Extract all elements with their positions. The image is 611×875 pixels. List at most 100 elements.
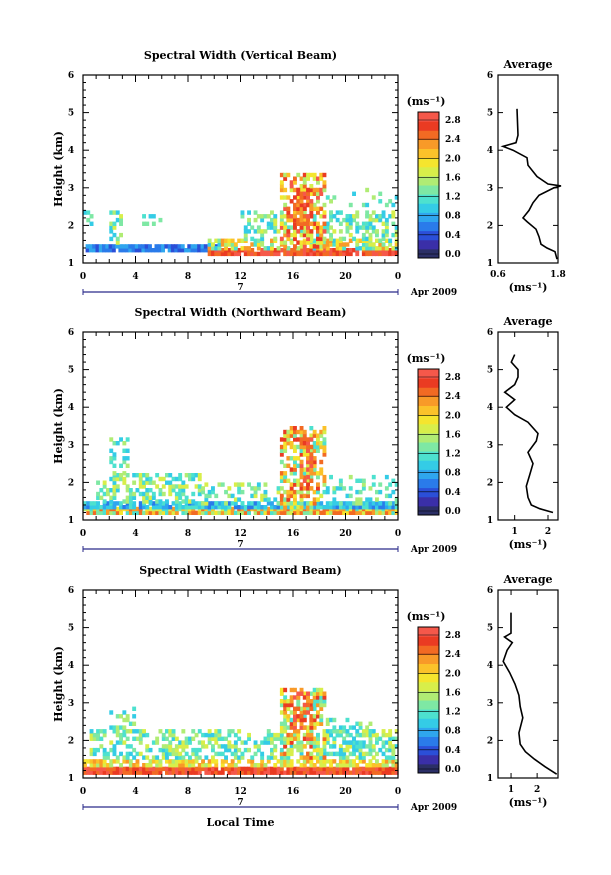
heatmap-cell [132, 770, 137, 775]
heatmap-cell [224, 736, 228, 741]
heatmap-cell [289, 759, 294, 764]
heatmap-cell [168, 751, 173, 757]
heatmap-cell [293, 714, 297, 719]
heatmap-cell [230, 744, 235, 749]
heatmap-cell [296, 206, 301, 211]
x-tick-label: 12 [234, 529, 247, 539]
heatmap-cell [329, 242, 333, 247]
heatmap-cell [302, 191, 307, 196]
heatmap-cell [306, 736, 310, 741]
heatmap-cell [83, 766, 87, 772]
heatmap-cell [95, 248, 100, 253]
heatmap-cell [283, 206, 288, 211]
heatmap-cell [224, 489, 228, 495]
heatmap-cell [115, 766, 120, 772]
heatmap-cell [312, 736, 317, 741]
heatmap-cell [111, 244, 116, 249]
heatmap-cell [220, 766, 225, 772]
heatmap-cell [115, 501, 120, 506]
heatmap-cell [388, 744, 393, 749]
heatmap-cell [299, 206, 304, 211]
heatmap-cell [83, 210, 87, 215]
heatmap-cell [85, 244, 90, 249]
heatmap-cell [325, 732, 330, 738]
heatmap-cell [151, 248, 156, 253]
heatmap-cell [276, 251, 281, 257]
heatmap-cell [89, 766, 94, 772]
heatmap-cell [375, 238, 379, 243]
heatmap-cell [128, 751, 133, 757]
heatmap-cell [322, 766, 327, 772]
heatmap-cell [371, 747, 376, 753]
heatmap-cell [309, 244, 314, 249]
heatmap-cell [211, 510, 215, 515]
heatmap-cell [338, 747, 343, 753]
heatmap-cell [256, 510, 261, 515]
heatmap-cell [112, 501, 117, 506]
heatmap-cell [233, 744, 238, 749]
heatmap-cell [256, 214, 261, 219]
y-tick-label: 6 [68, 328, 74, 338]
heatmap-cell [191, 729, 196, 734]
heatmap-cell [306, 740, 310, 745]
colorbar-tick-label: 2.8 [445, 631, 461, 641]
heatmap-cell [299, 489, 304, 495]
heatmap-cell [243, 232, 248, 238]
heatmap-cell [207, 505, 212, 510]
heatmap-cell [109, 236, 114, 242]
heatmap-cell [358, 238, 363, 243]
heatmap-cell [168, 766, 173, 772]
heatmap-cell [112, 232, 117, 238]
heatmap-cell [86, 505, 91, 510]
heatmap-cell [309, 459, 314, 465]
profile-y-tick-label: 6 [487, 328, 493, 338]
heatmap-cell [312, 187, 317, 193]
heatmap-cell [352, 747, 356, 753]
heatmap-cell [358, 478, 363, 483]
heatmap-cell [171, 763, 176, 768]
heatmap-cell [233, 501, 238, 506]
heatmap-cell [247, 501, 251, 506]
heatmap-cell [148, 763, 153, 768]
heatmap-cell [371, 766, 376, 772]
heatmap-cell [115, 714, 120, 719]
heatmap-cell [309, 426, 314, 431]
heatmap-cell [345, 770, 350, 775]
heatmap-cell [296, 695, 301, 700]
heatmap-cell [352, 770, 356, 775]
heatmap-cell [319, 702, 324, 708]
heatmap-cell [306, 474, 310, 480]
heatmap-cell [293, 706, 297, 711]
heatmap-cell [316, 471, 320, 476]
heatmap-cell [358, 740, 363, 745]
heatmap-cell [312, 510, 317, 515]
heatmap-cell [365, 729, 370, 734]
heatmap-cell [283, 759, 288, 764]
heatmap-cell [384, 505, 389, 510]
heatmap-cell [355, 214, 360, 219]
heatmap-cell [345, 759, 350, 764]
heatmap-cell [250, 759, 255, 764]
heatmap-cell [355, 770, 360, 775]
heatmap-cell [293, 710, 297, 715]
heatmap-cell [220, 763, 225, 768]
heatmap-cell [293, 459, 297, 465]
colorbar-swatch [418, 754, 439, 765]
heatmap-cell [312, 206, 317, 211]
heatmap-cell [355, 242, 360, 247]
heatmap-cell [165, 473, 169, 478]
heatmap-cell [289, 184, 294, 189]
heatmap-cell [293, 463, 297, 468]
heatmap-cell [302, 510, 307, 515]
heatmap-cell [384, 202, 389, 208]
heatmap-cell [102, 510, 107, 515]
heatmap-cell [197, 473, 202, 478]
heatmap-cell [296, 195, 301, 200]
heatmap-cell [279, 732, 284, 738]
heatmap-cell [145, 499, 150, 504]
heatmap-cell [181, 505, 186, 510]
heatmap-cell [299, 714, 304, 719]
heatmap-cell [319, 187, 324, 193]
heatmap-cell [309, 751, 314, 757]
heatmap-cell [138, 473, 143, 478]
